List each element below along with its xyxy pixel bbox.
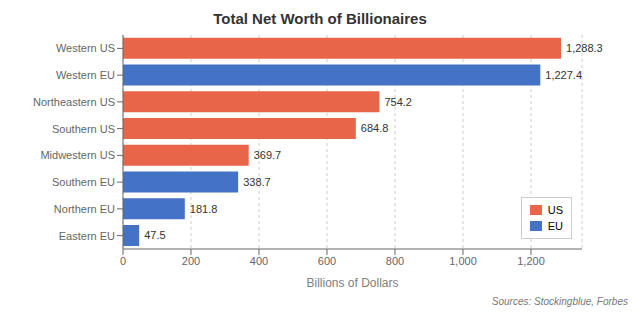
svg-text:200: 200 [182, 255, 200, 267]
svg-text:47.5: 47.5 [144, 229, 165, 241]
svg-text:Southern EU: Southern EU [52, 176, 115, 188]
svg-text:Billions of Dollars: Billions of Dollars [306, 276, 398, 290]
svg-text:1,288.3: 1,288.3 [566, 42, 603, 54]
svg-text:684.8: 684.8 [361, 122, 389, 134]
html-text:US: US [547, 204, 563, 216]
svg-text:Western EU: Western EU [56, 69, 115, 81]
html-text:EU: EU [547, 220, 563, 232]
svg-text:Northern EU: Northern EU [54, 203, 115, 215]
svg-text:Midwestern US: Midwestern US [40, 149, 115, 161]
svg-text:600: 600 [318, 255, 336, 267]
svg-text:1,200: 1,200 [517, 255, 545, 267]
svg-text:800: 800 [386, 255, 404, 267]
svg-text:754.2: 754.2 [384, 96, 412, 108]
svg-text:Western US: Western US [56, 42, 115, 54]
html-text:Total Net Worth of Billionaire: Total Net Worth of Billionaires [213, 10, 427, 27]
svg-text:369.7: 369.7 [254, 149, 282, 161]
svg-text:338.7: 338.7 [243, 176, 271, 188]
svg-text:400: 400 [250, 255, 268, 267]
svg-text:Southern US: Southern US [52, 123, 115, 135]
svg-text:1,000: 1,000 [449, 255, 477, 267]
svg-text:Eastern EU: Eastern EU [59, 230, 115, 242]
html-text:Sources: Stockingblue, Forbes: Sources: Stockingblue, Forbes [491, 296, 628, 307]
svg-text:Northeastern US: Northeastern US [33, 96, 115, 108]
svg-text:181.8: 181.8 [190, 203, 218, 215]
svg-text:0: 0 [120, 255, 126, 267]
svg-text:1,227.4: 1,227.4 [545, 69, 582, 81]
